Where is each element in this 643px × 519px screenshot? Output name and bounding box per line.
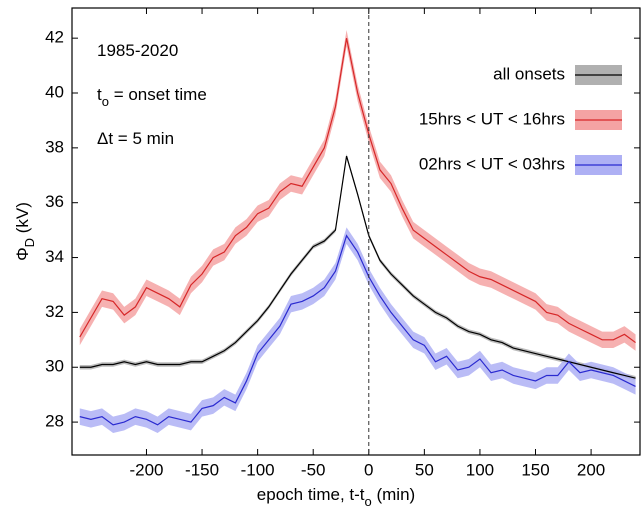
x-tick-label: 150 [521, 460, 549, 479]
y-tick-label: 28 [45, 412, 64, 431]
y-tick-label: 30 [45, 357, 64, 376]
legend-label: 15hrs < UT < 16hrs [419, 109, 565, 128]
y-tick-label: 34 [45, 247, 64, 266]
annotation-sub: o [102, 94, 109, 109]
x-axis-label-after: (min) [372, 485, 415, 504]
x-tick-label: 200 [577, 460, 605, 479]
legend-label: all onsets [493, 64, 565, 83]
series-line [79, 155, 636, 379]
series-line [79, 234, 636, 426]
annotation: to = onset time [97, 85, 207, 109]
error-band [79, 153, 636, 381]
y-axis-label-main: Φ [13, 247, 32, 261]
annotation-main: t [97, 85, 102, 104]
annotation: 1985-2020 [97, 41, 178, 60]
x-axis-label: epoch time, t-to (min) [257, 485, 415, 509]
y-tick-label: 36 [45, 192, 64, 211]
x-axis-label-main: epoch time, t-t [257, 485, 365, 504]
y-tick-label: 40 [45, 82, 64, 101]
series-line [79, 38, 636, 344]
y-tick-label: 42 [45, 28, 64, 47]
legend-label: 02hrs < UT < 03hrs [419, 154, 565, 173]
x-tick-label: -100 [241, 460, 275, 479]
annotation-main: 1985-2020 [97, 41, 178, 60]
error-band [79, 227, 636, 434]
annotation-main: Δt = 5 min [97, 129, 174, 148]
frame [71, 7, 641, 456]
y-axis-label-sub: D [22, 238, 37, 247]
y-tick-label: 38 [45, 137, 64, 156]
y-tick-label: 32 [45, 302, 64, 321]
annotation-after: = onset time [109, 85, 207, 104]
x-tick-label: -50 [301, 460, 326, 479]
y-axis-label-after: (kV) [13, 202, 32, 238]
x-tick-label: 50 [415, 460, 434, 479]
x-tick-label: 100 [466, 460, 494, 479]
x-tick-label: -150 [185, 460, 219, 479]
annotation: Δt = 5 min [97, 129, 174, 148]
x-axis-label-sub: o [365, 494, 372, 509]
y-axis-label: ΦD (kV) [13, 202, 37, 261]
plot-area [79, 29, 636, 434]
x-tick-label: 0 [364, 460, 373, 479]
x-tick-label: -200 [129, 460, 163, 479]
